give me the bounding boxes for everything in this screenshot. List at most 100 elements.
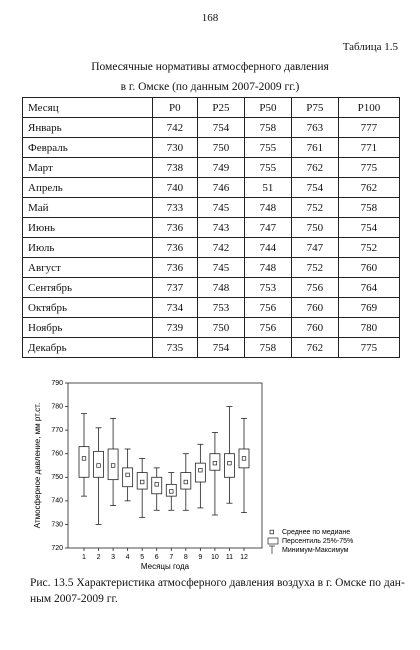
table-cell: 760 xyxy=(290,297,339,318)
median-marker xyxy=(140,479,145,485)
table-cell: 761 xyxy=(290,137,339,158)
x-tick-label: 9 xyxy=(198,554,202,561)
table-cell: 771 xyxy=(337,137,401,158)
table-cell: 736 xyxy=(151,217,198,238)
caption: Рис. 13.5 Характеристика атмосферного да… xyxy=(30,577,405,589)
table-cell: Август xyxy=(22,257,153,278)
y-tick-label: 740 xyxy=(51,498,63,505)
chart: 720 730 740 750 760 770 780 790 Атмосферное давл… xyxy=(33,380,353,571)
table-cell: 752 xyxy=(290,257,339,278)
y-tick-label: 720 xyxy=(51,545,63,552)
median-marker xyxy=(241,456,247,461)
title: в г. Омске (по данным 2007-2009 гг.) xyxy=(120,81,300,93)
table-cell: Ноябрь xyxy=(22,317,153,338)
table-cell: 762 xyxy=(290,337,339,358)
table-cell: Июнь xyxy=(22,217,153,238)
x-tick-label: 11 xyxy=(226,554,233,561)
y-tick-label: 730 xyxy=(51,521,63,528)
table-cell: 756 xyxy=(243,297,292,318)
table-cell: Октябрь xyxy=(22,297,153,318)
table-cell: Апрель xyxy=(22,177,153,198)
table-cell: 51 xyxy=(243,177,292,198)
x-tick-label: 7 xyxy=(169,554,173,561)
x-tick-label: 1 xyxy=(82,554,86,561)
table-cell: 733 xyxy=(151,197,198,218)
table-cell: 769 xyxy=(337,297,401,318)
median-marker xyxy=(227,460,232,466)
table-cell: 740 xyxy=(151,177,198,198)
table-label: Таблица 1.5 xyxy=(342,41,398,53)
table-cell: 750 xyxy=(196,317,245,338)
table-cell: 747 xyxy=(243,217,292,238)
table-row: Март 738 749 755 762 775 xyxy=(22,157,401,178)
median-marker xyxy=(110,463,116,468)
table-cell: 758 xyxy=(243,117,292,138)
table-cell: 752 xyxy=(337,237,401,258)
table-cell: 735 xyxy=(151,337,198,358)
x-tick-label: 3 xyxy=(111,554,115,561)
table-cell: Сентябрь xyxy=(22,277,153,298)
table: Месяц P0 P25 P50 P75 P100 Январь 742 754 758 763 77… xyxy=(22,97,401,358)
table-cell: Март xyxy=(22,157,153,178)
table-cell: 750 xyxy=(196,137,245,158)
table-cell: 763 xyxy=(290,117,339,138)
table-cell: Январь xyxy=(22,117,153,138)
median-marker xyxy=(125,472,130,478)
box xyxy=(224,453,235,478)
table-cell: 734 xyxy=(151,297,198,318)
table-cell: P50 xyxy=(243,97,292,118)
table-cell: 746 xyxy=(196,177,245,198)
y-tick-label: 760 xyxy=(51,451,63,458)
table-cell: 758 xyxy=(243,337,292,358)
table-cell: 744 xyxy=(243,237,292,258)
median-marker xyxy=(169,489,174,494)
table-cell: 775 xyxy=(337,157,401,178)
table-cell: 760 xyxy=(290,317,339,338)
table-cell: 764 xyxy=(337,277,401,298)
table-cell: 743 xyxy=(196,217,245,238)
table-row: Июль 736 742 744 747 752 xyxy=(22,237,401,258)
median-marker xyxy=(96,463,101,468)
median-marker xyxy=(183,479,188,485)
table-cell: 780 xyxy=(337,317,401,338)
legend-marker xyxy=(269,529,274,535)
table-cell: 748 xyxy=(196,277,245,298)
table-cell: 752 xyxy=(290,197,339,218)
table-row: Январь 742 754 758 763 777 xyxy=(22,117,401,138)
y-tick-label: 790 xyxy=(51,380,63,387)
x-tick-label: 5 xyxy=(140,554,144,561)
table-cell: Февраль xyxy=(22,137,153,158)
table-cell: 754 xyxy=(196,337,245,358)
plot-frame xyxy=(67,382,263,549)
box xyxy=(122,467,134,488)
table-cell: 745 xyxy=(196,197,245,218)
table-cell: 753 xyxy=(243,277,292,298)
table-row: Октябрь 734 753 756 760 769 xyxy=(22,297,401,318)
table-cell: Декабрь xyxy=(22,337,153,358)
y-tick-label: 780 xyxy=(51,403,63,410)
table-row: Август 736 745 748 752 760 xyxy=(22,257,401,278)
table-cell: Месяц xyxy=(22,97,153,118)
table-cell: 736 xyxy=(151,237,198,258)
table-cell: 738 xyxy=(151,157,198,178)
x-tick-label: 2 xyxy=(97,554,101,561)
table-cell: 756 xyxy=(290,277,339,298)
table-cell: 760 xyxy=(337,257,401,278)
table-cell: 748 xyxy=(243,197,292,218)
x-tick-label: 6 xyxy=(155,554,159,561)
x-tick-label: 4 xyxy=(126,554,130,561)
table-cell: 754 xyxy=(290,177,339,198)
table-cell: 756 xyxy=(243,317,292,338)
x-tick-label: 12 xyxy=(240,554,248,561)
legend-label: Среднее по медиане xyxy=(282,529,350,536)
table-cell: 736 xyxy=(151,257,198,278)
table-cell: 750 xyxy=(290,217,339,238)
median-marker xyxy=(154,482,159,487)
table-cell: 775 xyxy=(337,337,401,358)
table-cell: 777 xyxy=(337,117,401,138)
table-cell: 758 xyxy=(337,197,401,218)
table-row: Декабрь 735 754 758 762 775 xyxy=(22,337,401,358)
table-cell: 730 xyxy=(151,137,198,158)
table-cell: 754 xyxy=(196,117,245,138)
